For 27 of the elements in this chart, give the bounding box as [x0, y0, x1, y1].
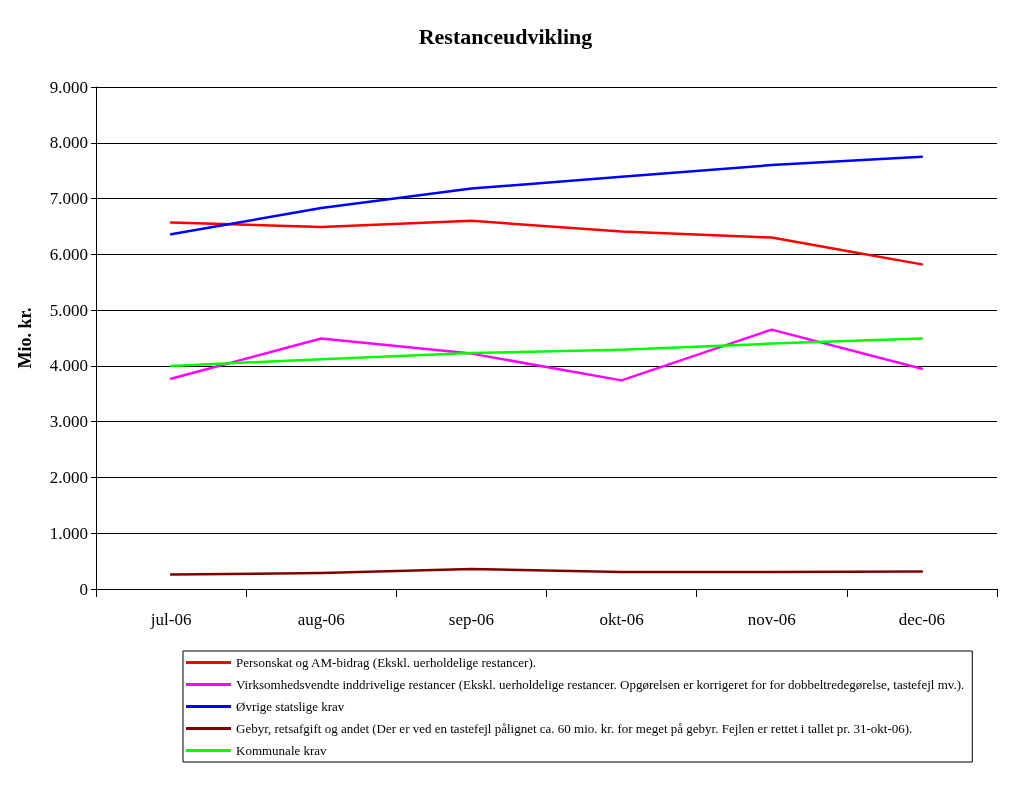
legend-label: Personskat og AM-bidrag (Ekskl. uerholdelige restancer). — [236, 655, 537, 670]
y-tick-label: 0 — [79, 579, 88, 599]
y-tick-label: 1.000 — [49, 523, 88, 543]
legend-label: Øvrige statslige krav — [236, 699, 345, 714]
y-tick-label: 5.000 — [49, 300, 88, 320]
y-axis-title: Mio. kr. — [15, 307, 35, 369]
y-tick-label: 6.000 — [49, 244, 88, 264]
legend-label: Virksomhedsvendte inddrivelige restancer (Ekskl. uerholdelige restancer. Opgørelsen er korrigeret for for dobbeltredegørelse, tastefejl mv.). — [236, 677, 965, 692]
y-tick-label: 9.000 — [49, 77, 88, 97]
legend-label: Kommunale krav — [236, 743, 328, 758]
line-series — [169, 328, 924, 382]
line-series — [169, 337, 924, 368]
legend-label: Gebyr, retsafgift og andet (Der er ved en tastefejl pålignet ca. 60 mio. kr. for meget på gebyr. Fejlen er rettet i tallet pr. 31-okt-06). — [236, 721, 913, 736]
y-tick-label: 7.000 — [49, 189, 88, 209]
x-tick-label: aug-06 — [297, 610, 345, 629]
y-tick-label: 3.000 — [49, 412, 88, 432]
x-tick-label: nov-06 — [747, 610, 796, 629]
y-tick-label: 2.000 — [49, 467, 88, 487]
y-tick-label: 4.000 — [49, 356, 88, 376]
line-series — [169, 219, 924, 266]
x-tick-label: okt-06 — [599, 610, 644, 629]
chart-title: Restanceudvikling — [418, 23, 593, 49]
line-series — [169, 155, 924, 236]
x-tick-label: jul-06 — [149, 610, 192, 629]
x-tick-label: sep-06 — [448, 610, 495, 629]
x-tick-label: dec-06 — [898, 610, 946, 629]
y-tick-label: 8.000 — [49, 133, 88, 153]
